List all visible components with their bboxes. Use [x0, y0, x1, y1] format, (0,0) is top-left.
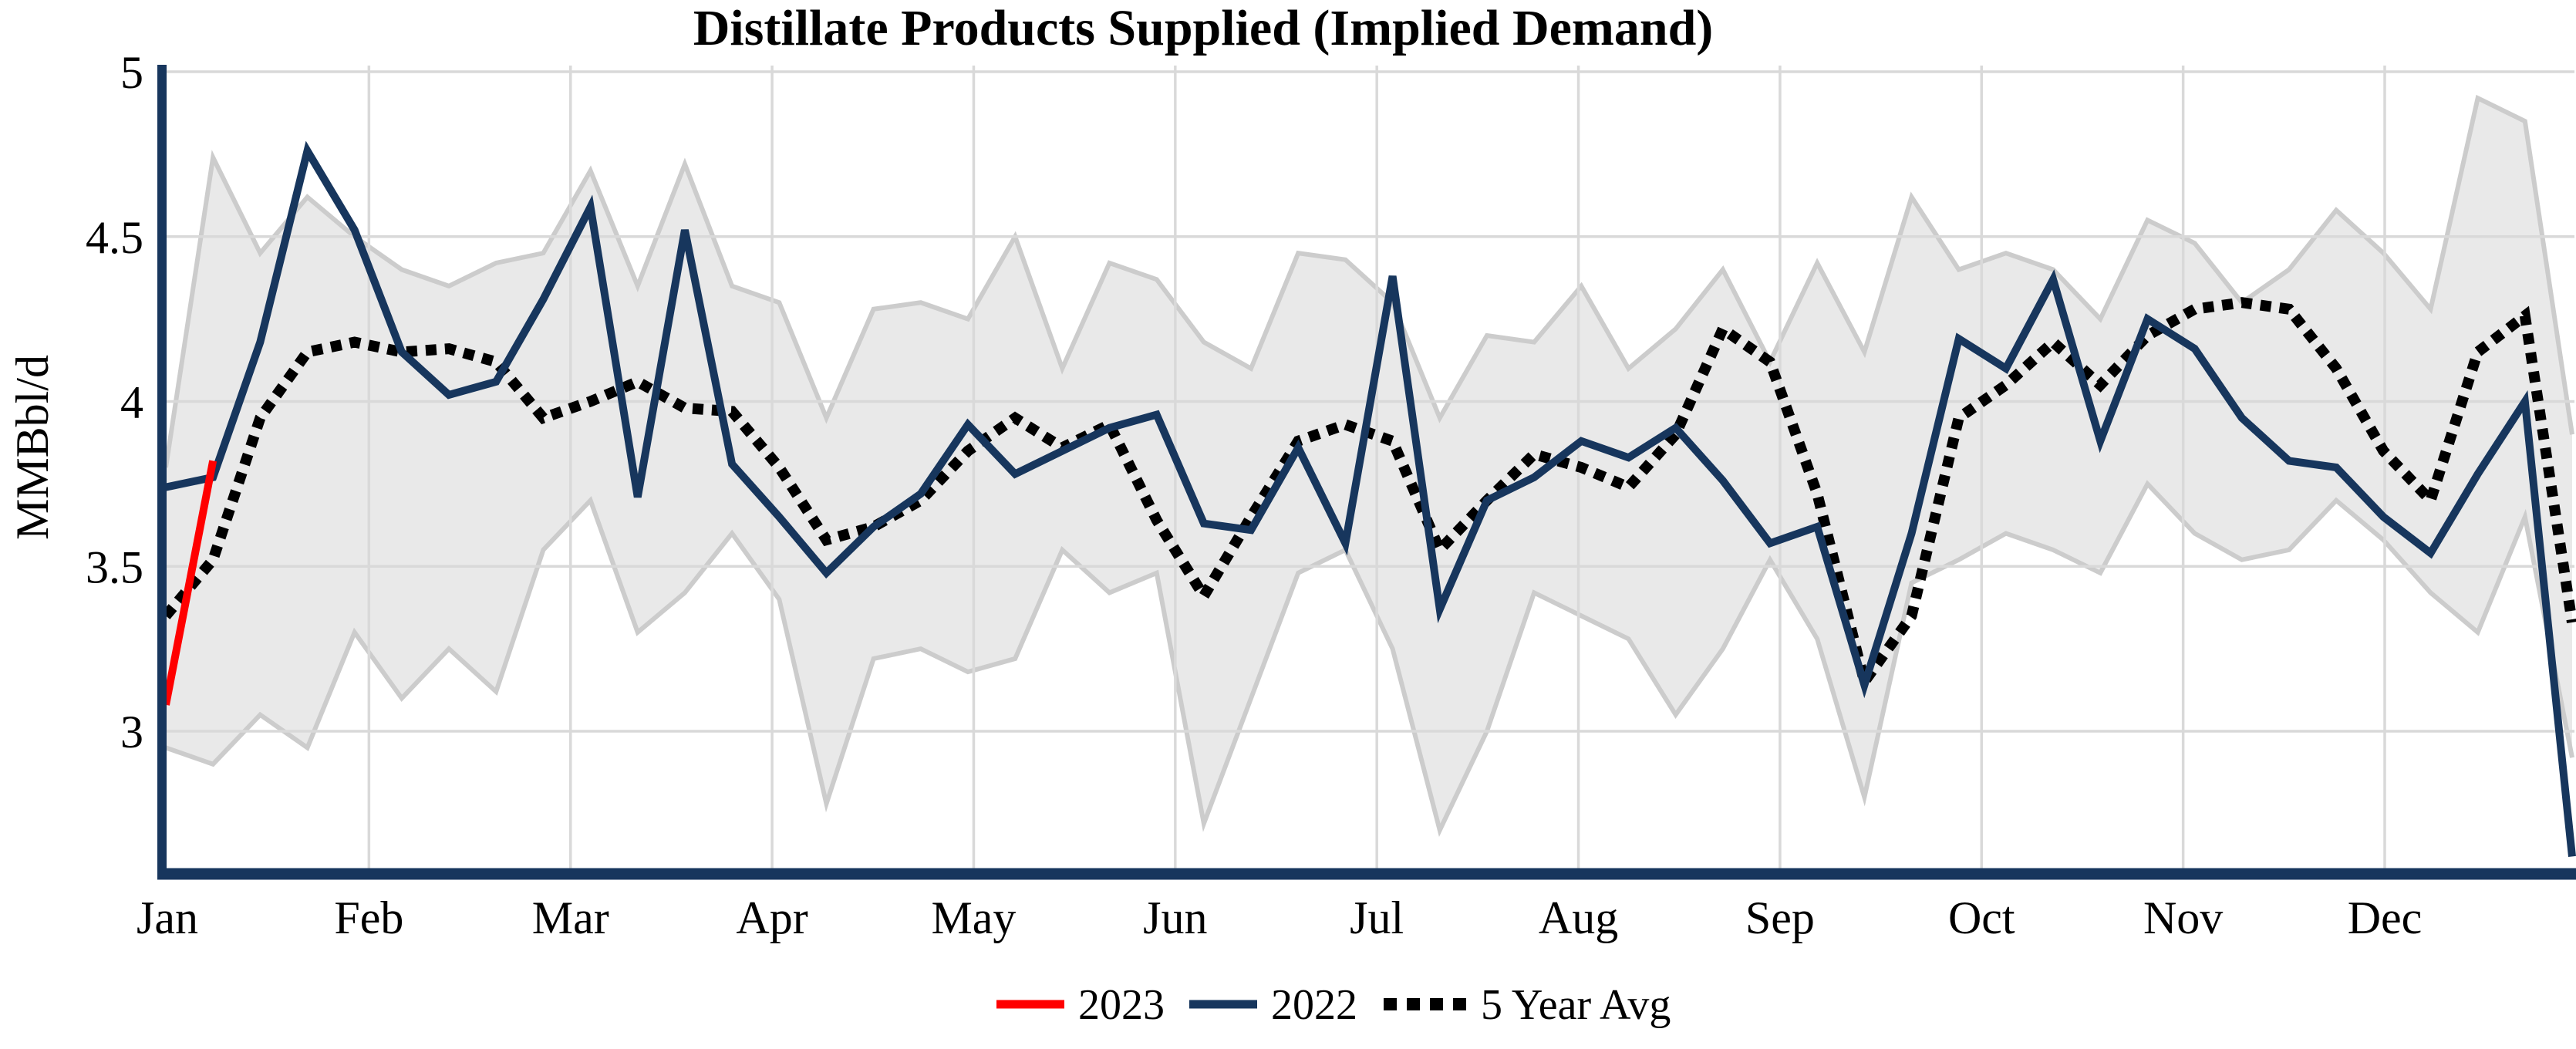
y-tick-label-4.5: 4.5 [86, 212, 143, 263]
y-tick-label-3.5: 3.5 [86, 541, 143, 592]
month-label-Mar: Mar [532, 892, 609, 943]
month-label-May: May [931, 892, 1016, 943]
legend-label-2023: 2023 [1078, 981, 1165, 1029]
month-label-Nov: Nov [2143, 892, 2223, 943]
series-line-2023 [162, 460, 217, 706]
y-tick-label-3: 3 [120, 707, 143, 757]
series-line-5-year-avg [161, 297, 2576, 695]
month-label-Aug: Aug [1539, 892, 1618, 943]
legend-label-5yr: 5 Year Avg [1481, 981, 1671, 1029]
series-layer [161, 140, 2576, 857]
legend-item-2022: 2022 [1189, 981, 1357, 1029]
y-tick-label-4: 4 [120, 377, 143, 428]
band-top-edge [164, 94, 2574, 468]
month-label-Feb: Feb [334, 892, 403, 943]
legend-label-2022: 2022 [1271, 981, 1357, 1029]
legend-item-2023: 2023 [996, 981, 1165, 1029]
axis-layer [157, 65, 2576, 880]
month-label-Apr: Apr [736, 892, 808, 943]
chart-title: Distillate Products Supplied (Implied De… [693, 0, 1714, 56]
month-label-Jan: Jan [137, 892, 198, 943]
month-label-Jul: Jul [1350, 892, 1404, 943]
band-bottom-edge [165, 480, 2574, 837]
month-label-Oct: Oct [1948, 892, 2015, 943]
y-tick-labels: 5 4.5 4 3.5 3 [86, 47, 143, 757]
y-tick-label-5: 5 [120, 47, 143, 98]
legend: 2023 2022 5 Year Avg [996, 981, 1671, 1029]
month-label-Jun: Jun [1143, 892, 1207, 943]
legend-item-5yr-avg: 5 Year Avg [1384, 981, 1671, 1029]
month-label-Dec: Dec [2348, 892, 2423, 943]
month-labels: Jan Feb Mar Apr May Jun Jul Aug Sep Oct Nov Dec [137, 892, 2422, 943]
y-axis-label: MMBbl/d [7, 355, 58, 540]
band-layer [164, 94, 2574, 837]
month-label-Sep: Sep [1745, 892, 1815, 943]
band-area [166, 98, 2572, 831]
series-line-2022 [164, 140, 2576, 857]
